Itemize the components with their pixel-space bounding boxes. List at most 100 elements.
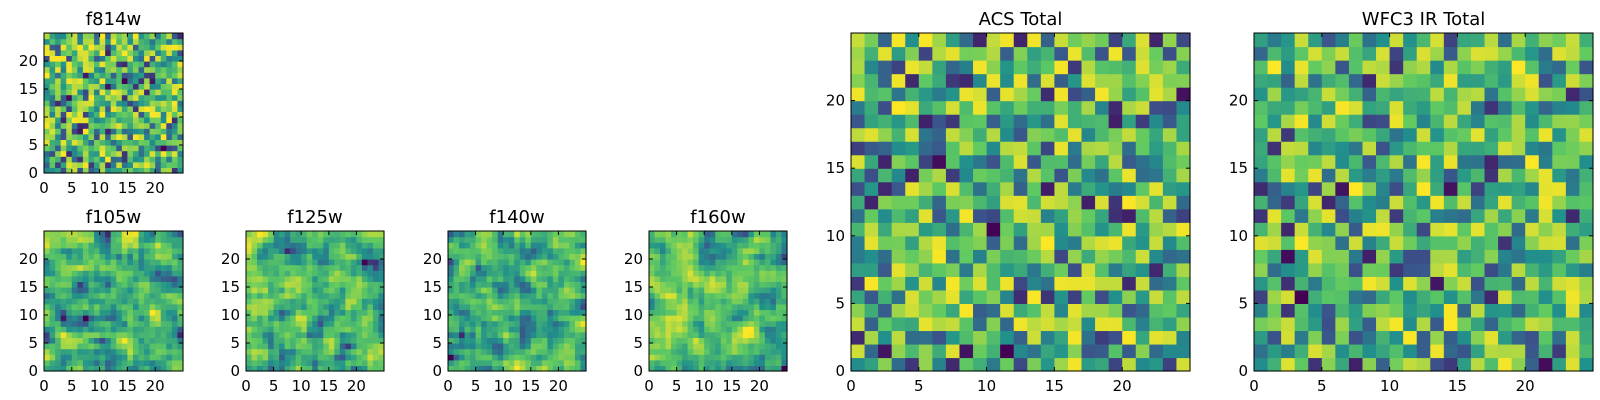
heatmap-cell	[1027, 100, 1042, 115]
heatmap-cell	[49, 89, 56, 96]
heatmap-cell	[356, 287, 363, 294]
heatmap-cell	[127, 331, 134, 338]
heatmap-cell	[781, 337, 788, 344]
heatmap-cell	[121, 231, 128, 238]
heatmap-cell	[94, 331, 101, 338]
heatmap-cell	[525, 359, 532, 366]
heatmap-cell	[171, 303, 179, 310]
heatmap-cell	[1000, 154, 1015, 169]
heatmap-cell	[1308, 208, 1323, 223]
heatmap-cell	[378, 331, 385, 338]
heatmap-cell	[149, 275, 156, 282]
heatmap-cell	[563, 331, 571, 338]
heatmap-cell	[372, 298, 380, 305]
heatmap-cell	[121, 348, 128, 355]
heatmap-cell	[71, 55, 78, 62]
heatmap-cell	[525, 236, 532, 243]
heatmap-cell	[1376, 235, 1391, 250]
heatmap-cell	[105, 331, 112, 338]
heatmap-cell	[1321, 73, 1336, 88]
heatmap-cell	[486, 292, 493, 299]
heatmap-cell	[775, 343, 783, 350]
heatmap-cell	[878, 262, 893, 277]
heatmap-cell	[301, 247, 308, 254]
heatmap-cell	[660, 259, 667, 266]
heatmap-cell	[121, 89, 128, 96]
heatmap-cell	[144, 66, 151, 73]
heatmap-cell	[121, 259, 128, 266]
heatmap-cell	[1281, 46, 1296, 61]
heatmap-cell	[1362, 357, 1377, 372]
heatmap-cell	[160, 275, 167, 282]
heatmap-cell	[676, 253, 683, 260]
heatmap-cell	[864, 195, 879, 210]
heatmap-cell	[1013, 127, 1028, 142]
heatmap-cell	[737, 343, 744, 350]
heatmap-cell	[1027, 208, 1042, 223]
y-tick-label: 15	[19, 80, 38, 98]
heatmap-cell	[932, 46, 947, 61]
heatmap-cell	[731, 275, 738, 282]
heatmap-cell	[116, 315, 123, 322]
heatmap-cell	[464, 236, 471, 243]
heatmap-cell	[1552, 100, 1567, 115]
heatmap-cell	[558, 281, 565, 288]
heatmap-cell	[945, 235, 961, 250]
heatmap-cell	[563, 303, 571, 310]
heatmap-cell	[770, 309, 777, 316]
heatmap-cell	[731, 292, 738, 299]
heatmap-cell	[99, 253, 106, 260]
heatmap-cell	[1281, 87, 1296, 102]
heatmap-cell	[891, 141, 906, 156]
heatmap-cell	[748, 320, 755, 327]
heatmap-cell	[720, 259, 727, 266]
heatmap-cell	[334, 292, 341, 299]
heatmap-cell	[878, 208, 893, 223]
heatmap-cell	[1108, 33, 1123, 48]
heatmap-cell	[704, 337, 711, 344]
heatmap-cell	[1149, 181, 1164, 196]
heatmap-cell	[891, 303, 906, 318]
heatmap-cell	[1321, 208, 1336, 223]
heatmap-cell	[453, 281, 460, 288]
heatmap-cell	[1321, 222, 1336, 237]
heatmap-cell	[1525, 330, 1540, 345]
heatmap-cell	[334, 337, 341, 344]
heatmap-cell	[891, 208, 906, 223]
heatmap-cell	[1267, 33, 1282, 48]
heatmap-cell	[1525, 46, 1540, 61]
heatmap-cell	[851, 303, 866, 318]
heatmap-cell	[339, 320, 346, 327]
heatmap-cell	[1552, 73, 1567, 88]
heatmap-cell	[536, 242, 543, 249]
heatmap-cell	[121, 337, 128, 344]
heatmap-cell	[1498, 127, 1513, 142]
heatmap-cell	[334, 359, 341, 366]
heatmap-cell	[475, 309, 482, 316]
heatmap-cell	[864, 222, 879, 237]
heatmap-cell	[693, 331, 700, 338]
heatmap-cell	[764, 348, 772, 355]
heatmap-cell	[77, 242, 84, 249]
heatmap-cell	[1135, 303, 1150, 318]
heatmap-cell	[486, 231, 493, 238]
heatmap-cell	[932, 33, 947, 48]
heatmap-cell	[704, 259, 711, 266]
heatmap-cell	[775, 354, 783, 361]
heatmap-cell	[1122, 249, 1137, 264]
heatmap-cell	[290, 309, 297, 316]
heatmap-cell	[698, 253, 705, 260]
heatmap-cell	[116, 337, 123, 344]
heatmap-cell	[731, 264, 738, 271]
heatmap-cell	[295, 348, 302, 355]
heatmap-cell	[94, 303, 101, 310]
heatmap-cell	[66, 94, 73, 101]
heatmap-cell	[345, 320, 352, 327]
heatmap-cell	[1149, 195, 1164, 210]
heatmap-cell	[1565, 127, 1581, 142]
heatmap-cell	[709, 292, 716, 299]
heatmap-cell	[1108, 276, 1123, 291]
heatmap-cell	[71, 111, 78, 118]
heatmap-cell	[71, 359, 78, 366]
heatmap-cell	[312, 247, 319, 254]
